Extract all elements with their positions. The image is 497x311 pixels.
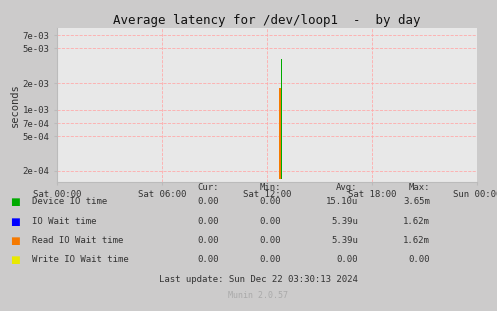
Text: 0.00: 0.00 (409, 255, 430, 264)
Text: 0.00: 0.00 (197, 217, 219, 226)
Text: Max:: Max: (409, 183, 430, 192)
Text: ■: ■ (10, 217, 20, 227)
Text: RRDTOOL / TOBI OETIKER: RRDTOOL / TOBI OETIKER (489, 77, 494, 160)
Text: 0.00: 0.00 (197, 236, 219, 245)
Text: 0.00: 0.00 (259, 255, 281, 264)
Text: ■: ■ (10, 255, 20, 265)
Text: ■: ■ (10, 236, 20, 246)
Text: ■: ■ (10, 197, 20, 207)
Text: Last update: Sun Dec 22 03:30:13 2024: Last update: Sun Dec 22 03:30:13 2024 (159, 275, 358, 284)
Bar (279, 88, 280, 179)
Text: 0.00: 0.00 (259, 197, 281, 207)
Text: 3.65m: 3.65m (403, 197, 430, 207)
Text: 0.00: 0.00 (259, 236, 281, 245)
Text: 0.00: 0.00 (197, 197, 219, 207)
Y-axis label: seconds: seconds (10, 83, 20, 127)
Bar (281, 58, 282, 179)
Text: 5.39u: 5.39u (331, 236, 358, 245)
Text: Device IO time: Device IO time (32, 197, 107, 207)
Text: 1.62m: 1.62m (403, 217, 430, 226)
Text: Cur:: Cur: (197, 183, 219, 192)
Title: Average latency for /dev/loop1  -  by day: Average latency for /dev/loop1 - by day (113, 14, 421, 27)
Text: 0.00: 0.00 (259, 217, 281, 226)
Text: Avg:: Avg: (336, 183, 358, 192)
Text: 1.62m: 1.62m (403, 236, 430, 245)
Text: 0.00: 0.00 (336, 255, 358, 264)
Text: 0.00: 0.00 (197, 255, 219, 264)
Text: Min:: Min: (259, 183, 281, 192)
Text: 15.10u: 15.10u (326, 197, 358, 207)
Text: Munin 2.0.57: Munin 2.0.57 (229, 291, 288, 300)
Text: 5.39u: 5.39u (331, 217, 358, 226)
Text: IO Wait time: IO Wait time (32, 217, 97, 226)
Text: Write IO Wait time: Write IO Wait time (32, 255, 129, 264)
Text: Read IO Wait time: Read IO Wait time (32, 236, 124, 245)
